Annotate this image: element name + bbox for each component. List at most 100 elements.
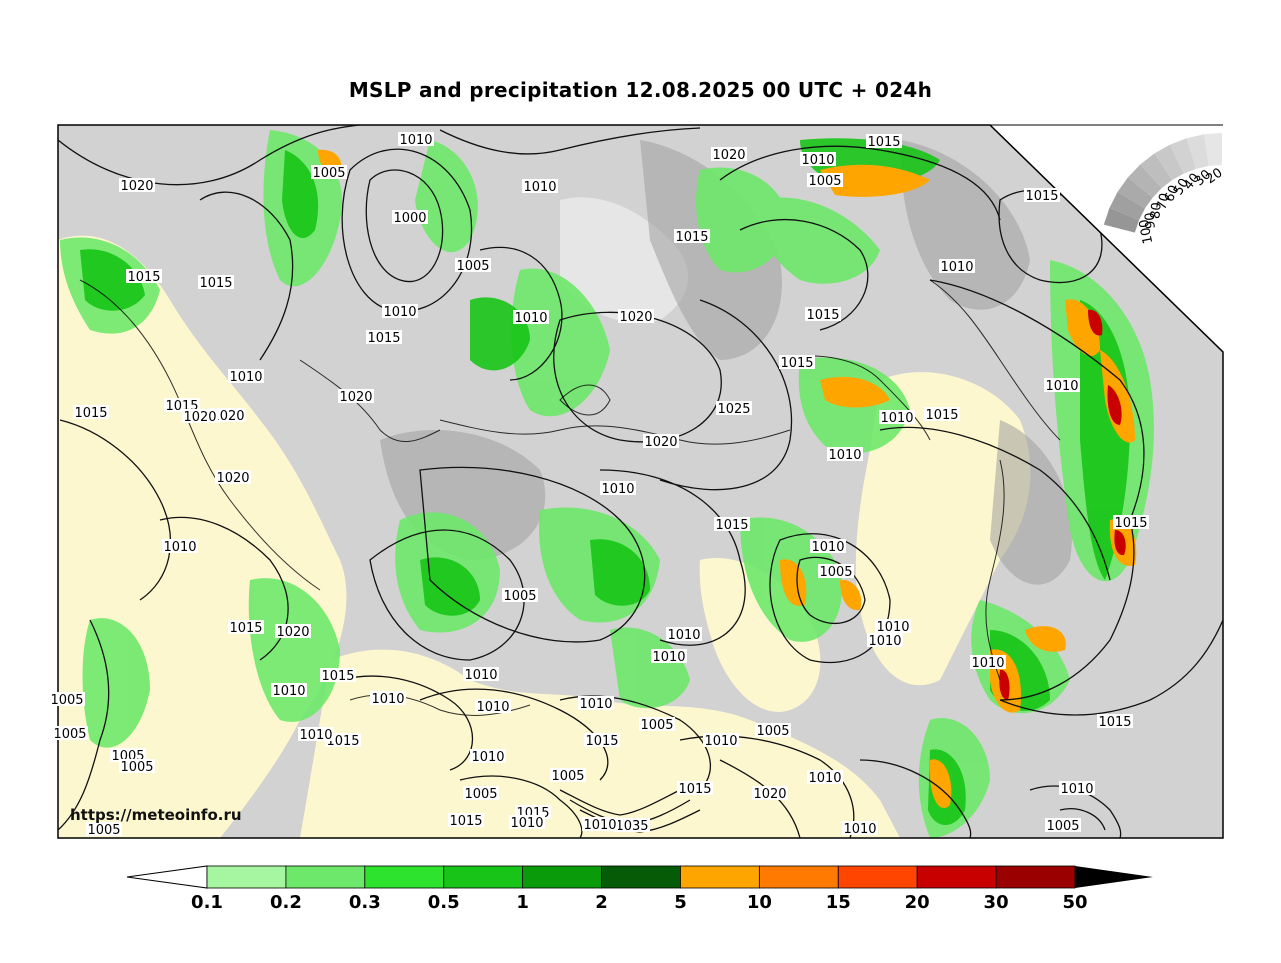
isobar-label-bg [392,210,428,224]
humidity-scale-label: 70 [1154,192,1173,212]
isobar-label: 1015 [714,517,750,533]
isobar-label: 1010 [522,179,558,195]
isobar-label: 1015 [366,330,402,346]
chart-title: MSLP and precipitation 12.08.2025 00 UTC… [348,78,933,102]
isobar-label-bg [807,173,843,187]
isobar-label-bg [320,668,356,682]
humidity-scale-label: 80 [1148,202,1164,220]
isobar-label-bg [924,407,960,421]
isobar-label-text: 1015 [678,782,711,797]
isobar-label: 1015 [924,407,960,423]
isobar-label-bg [509,815,545,829]
isobar-label: 1010 [513,310,549,326]
isobar-label-bg [338,389,374,403]
isobar-label-text: 1010 [464,668,497,683]
humidity-scale-segment [1103,207,1140,233]
isobar-label-bg [52,726,88,740]
humidity-scale-segment [1170,138,1196,174]
isobar-label-text: 1010 [399,133,432,148]
isobar-label-text: 1010 [880,411,913,426]
isobar-label-text: 1020 [753,787,786,802]
isobar-label: 1015 [779,355,815,371]
isobar-label: 1015 [584,733,620,749]
isobar-label: 1020 [618,309,654,325]
colorbar-tick-label: 5 [674,892,687,913]
isobar-label-text: 1010 [704,734,737,749]
isobar-label-bg [228,620,264,634]
colorbar [126,865,1153,889]
isobar-label: 1020 [752,786,788,802]
humidity-scale-segment [1154,144,1184,181]
isobar-label-text: 1020 [216,471,249,486]
isobar-label-text: 1010 [299,728,332,743]
isobar-label-text: 1010 [579,697,612,712]
isobar-label-bg [370,691,406,705]
isobar-label: 1005 [52,726,88,742]
isobar-label: 1010 [600,481,636,497]
isobar-label: 1010 [703,733,739,749]
colorbar-segment [680,865,760,889]
isobar-label: 1010 [398,132,434,148]
isobar-label: 1015 [866,134,902,150]
isobar-label: 1015 [677,781,713,797]
isobar-label-bg [810,539,846,553]
isobar-label-bg [463,667,499,681]
isobar-label-text: 1005 [53,727,86,742]
isobar-label: 1010 [970,655,1006,671]
colorbar-tick-label: 20 [904,892,930,913]
isobar-label-text: 1015 [1025,189,1058,204]
isobar-label: 1020 [338,389,374,405]
isobar-label-bg [800,152,836,166]
humidity-scale-segment [1109,191,1146,221]
isobar-label-bg [674,229,710,243]
isobar-label-bg [86,822,122,836]
isobar-label-bg [875,619,911,633]
isobar-label: 1010 [1044,378,1080,394]
humidity-scale-segment [1117,177,1153,209]
isobar-label-bg [522,179,558,193]
isobar-label-text: 1010 [811,540,844,555]
isobar-label-bg [448,813,484,827]
isobar-label: 1005 [818,564,854,580]
isobar-label: 1010 [370,691,406,707]
isobar-label-text: 1010 [371,692,404,707]
isobar-label-text: 1010 [601,482,634,497]
isobar-label-bg [779,355,815,369]
isobar-label-text: 1010 [876,620,909,635]
isobar-label-text: 1015 [367,331,400,346]
colorbar-segment [285,865,366,889]
isobar-label-bg [398,132,434,146]
isobar-label-text: 1005 [120,760,153,775]
isobar-label-text: 1015 [925,408,958,423]
isobar-label-bg [805,307,841,321]
colorbar-under-arrow [126,865,208,889]
isobar-label-bg [1045,818,1081,832]
isobar-label-bg [582,817,618,831]
isobar-label: 1010 [298,727,334,743]
isobar-label-bg [366,330,402,344]
isobar-label: 1035 [614,818,650,834]
isobar-label: 1020 [215,470,251,486]
isobar-label-text: 1010 [801,153,834,168]
isobar-label: 1015 [198,275,234,291]
isobar-label: 1015 [1097,714,1133,730]
isobar-label-text: 1005 [456,259,489,274]
isobar-label-bg [842,821,878,835]
isobar-label-text: 1000 [393,211,426,226]
colorbar-segment [758,865,839,889]
isobar-label: 1015 [805,307,841,323]
humidity-scale-label: 100 [1137,218,1157,245]
isobar-label-bg [463,786,499,800]
isobar-label-text: 1005 [464,787,497,802]
isobar-label-text: 1010 [583,818,616,833]
isobar-label-bg [818,564,854,578]
isobar-label: 1010 [271,683,307,699]
isobar-label-bg [311,165,347,179]
isobar-label-bg [110,748,146,762]
isobar-label-text: 1015 [806,308,839,323]
isobar-label-text: 1005 [756,724,789,739]
colorbar-tick-label: 0.3 [348,892,381,913]
isobar-label-text: 1015 [326,734,359,749]
isobar-label-bg [1059,781,1095,795]
isobar-label: 1010 [827,447,863,463]
